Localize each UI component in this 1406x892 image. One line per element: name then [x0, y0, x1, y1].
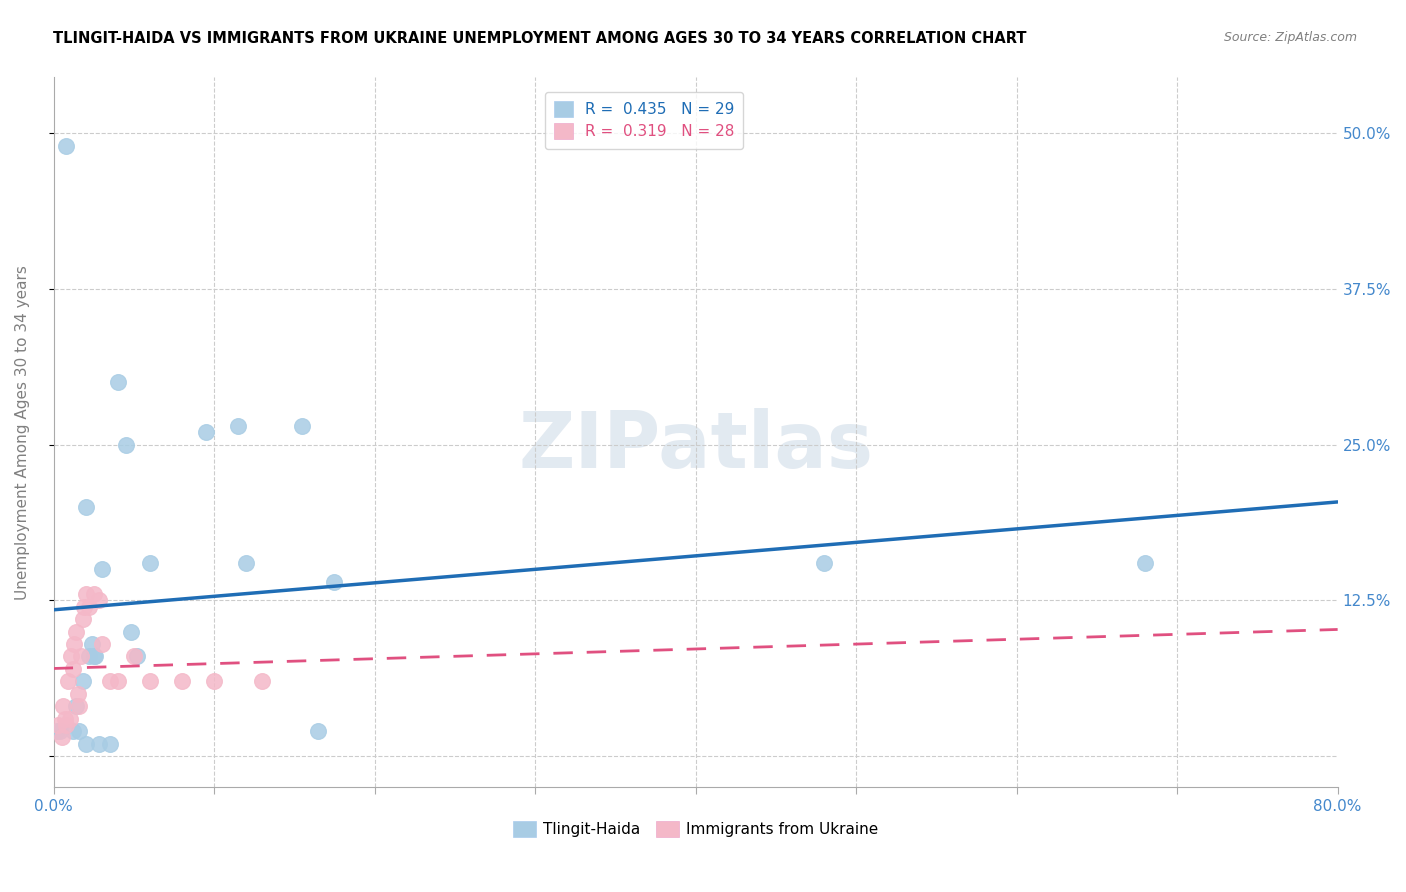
- Point: [235, 556, 257, 570]
- Point: [60, 649, 83, 664]
- Point: [90, 637, 112, 651]
- Point: [53, 712, 76, 726]
- Point: [115, 438, 138, 452]
- Point: [70, 649, 93, 664]
- Point: [125, 649, 148, 664]
- Point: [77, 599, 100, 614]
- Point: [83, 587, 105, 601]
- Point: [63, 637, 86, 651]
- Point: [45, 724, 67, 739]
- Point: [72, 674, 94, 689]
- Point: [87, 737, 110, 751]
- Point: [107, 674, 129, 689]
- Point: [226, 419, 249, 434]
- Point: [67, 724, 90, 739]
- Point: [48, 718, 70, 732]
- Point: [59, 712, 82, 726]
- Point: [65, 699, 87, 714]
- Point: [87, 593, 110, 607]
- Point: [1133, 556, 1156, 570]
- Point: [307, 724, 329, 739]
- Point: [75, 737, 97, 751]
- Legend: Tlingit-Haida, Immigrants from Ukraine: Tlingit-Haida, Immigrants from Ukraine: [506, 815, 884, 843]
- Point: [49, 724, 72, 739]
- Point: [323, 574, 346, 589]
- Point: [98, 674, 121, 689]
- Point: [107, 376, 129, 390]
- Point: [170, 674, 193, 689]
- Point: [55, 718, 77, 732]
- Point: [122, 649, 145, 664]
- Text: ZIPatlas: ZIPatlas: [519, 409, 873, 484]
- Point: [73, 599, 96, 614]
- Text: TLINGIT-HAIDA VS IMMIGRANTS FROM UKRAINE UNEMPLOYMENT AMONG AGES 30 TO 34 YEARS : TLINGIT-HAIDA VS IMMIGRANTS FROM UKRAINE…: [53, 31, 1026, 46]
- Point: [90, 562, 112, 576]
- Point: [72, 612, 94, 626]
- Point: [252, 674, 274, 689]
- Point: [291, 419, 314, 434]
- Point: [75, 500, 97, 514]
- Point: [83, 649, 105, 664]
- Point: [67, 699, 90, 714]
- Point: [77, 649, 100, 664]
- Point: [82, 637, 104, 651]
- Point: [120, 624, 142, 639]
- Point: [139, 556, 162, 570]
- Point: [75, 587, 97, 601]
- Point: [84, 649, 107, 664]
- Point: [195, 425, 218, 440]
- Point: [66, 687, 89, 701]
- Point: [62, 662, 84, 676]
- Point: [813, 556, 835, 570]
- Point: [62, 724, 84, 739]
- Point: [139, 674, 162, 689]
- Point: [52, 699, 75, 714]
- Point: [55, 139, 77, 153]
- Point: [98, 737, 121, 751]
- Point: [51, 731, 73, 745]
- Text: Source: ZipAtlas.com: Source: ZipAtlas.com: [1223, 31, 1357, 45]
- Point: [202, 674, 225, 689]
- Y-axis label: Unemployment Among Ages 30 to 34 years: Unemployment Among Ages 30 to 34 years: [15, 265, 30, 599]
- Point: [65, 624, 87, 639]
- Point: [56, 674, 79, 689]
